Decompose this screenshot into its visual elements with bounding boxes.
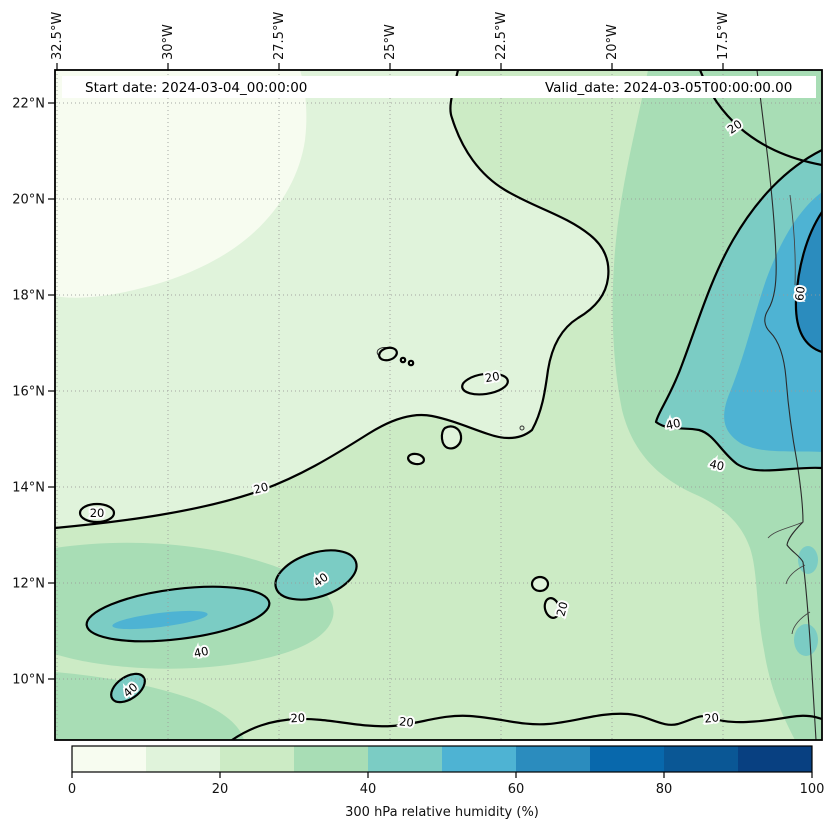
colorbar-cell — [72, 746, 146, 772]
colorbar-tick-label: 20 — [212, 782, 229, 797]
colorbar-cell — [664, 746, 738, 772]
svg-text:20: 20 — [484, 369, 501, 385]
lon-tick-label: 27.5°W — [272, 12, 287, 60]
colorbar-cell — [294, 746, 368, 772]
contour-20-small-closed — [78, 346, 561, 619]
svg-text:20: 20 — [290, 711, 305, 726]
colorbar-tick-label: 60 — [508, 782, 525, 797]
colorbar-tick-label: 0 — [68, 782, 76, 797]
svg-text:40: 40 — [665, 416, 682, 433]
fill-band-60-70-coast — [795, 212, 822, 352]
svg-text:40: 40 — [193, 644, 210, 661]
colorbar-tick-label: 80 — [656, 782, 673, 797]
fill-band-30-40-sw-corner — [55, 672, 244, 740]
valid-date-text: Valid_date: 2024-03-05T00:00:00.00 — [545, 80, 792, 96]
fill-patch-coast-1 — [798, 546, 818, 574]
svg-text:20: 20 — [704, 710, 720, 725]
colorbar-cell — [590, 746, 664, 772]
contour-40-blob-mid — [274, 549, 358, 601]
map-area: 20 20 20 20 20 20 20 20 40 40 40 40 40 6… — [55, 70, 822, 740]
fill-band-0-10-nw — [55, 70, 307, 298]
colorbar-cell — [368, 746, 442, 772]
start-date-text: Start date: 2024-03-04_00:00:00 — [85, 80, 307, 96]
contour-20-south — [230, 712, 822, 740]
lon-tick-label: 20°W — [605, 24, 620, 60]
lon-tick-label: 32.5°W — [50, 12, 65, 60]
svg-text:60: 60 — [792, 285, 808, 301]
colorbar-cell — [442, 746, 516, 772]
lon-tick-label: 30°W — [161, 24, 176, 60]
lat-tick-label: 12°N — [12, 577, 45, 592]
coastline — [756, 70, 817, 740]
lon-tick-label: 25°W — [383, 24, 398, 60]
colorbar-cell — [738, 746, 812, 772]
svg-text:20: 20 — [90, 506, 105, 520]
colorbar-ticks — [71, 772, 813, 778]
lat-axis: 22°N 20°N 18°N 16°N 14°N 12°N 10°N — [12, 97, 55, 688]
contour-40-blob-tiny-sw — [110, 672, 146, 704]
contour-60-coast — [794, 210, 822, 354]
fill-band-50-60-east — [724, 192, 822, 452]
colorbar-title: 300 hPa relative humidity (%) — [345, 805, 539, 820]
svg-text:20: 20 — [398, 714, 414, 729]
colorbar-tick-label: 100 — [800, 782, 825, 797]
lon-tick-label: 22.5°W — [494, 12, 509, 60]
colorbar-cell — [516, 746, 590, 772]
colorbar-cell — [220, 746, 294, 772]
contour-20-main — [55, 70, 610, 530]
svg-text:20: 20 — [252, 479, 270, 496]
lat-tick-label: 14°N — [12, 481, 45, 496]
lat-tick-label: 16°N — [12, 385, 45, 400]
colorbar-frame — [71, 745, 813, 773]
lat-tick-label: 18°N — [12, 289, 45, 304]
fill-patch-coast-2 — [794, 624, 818, 656]
lat-tick-label: 10°N — [12, 673, 45, 688]
colorbar-tick-label: 40 — [360, 782, 377, 797]
contour-40-east — [654, 148, 822, 472]
lon-tick-label: 17.5°W — [716, 12, 731, 60]
svg-text:40: 40 — [708, 457, 725, 474]
colorbar-cell — [146, 746, 220, 772]
lat-tick-label: 22°N — [12, 97, 45, 112]
title-strip — [62, 76, 816, 98]
fill-streak-50-60-sw — [112, 610, 208, 630]
map-frame — [54, 69, 823, 741]
colorbar: 0 20 40 60 80 100 300 hPa relative humid… — [68, 745, 825, 820]
lat-tick-label: 20°N — [12, 193, 45, 208]
svg-text:20: 20 — [553, 600, 570, 618]
lon-axis: 32.5°W 30°W 27.5°W 25°W 22.5°W 20°W 17.5… — [50, 12, 731, 70]
